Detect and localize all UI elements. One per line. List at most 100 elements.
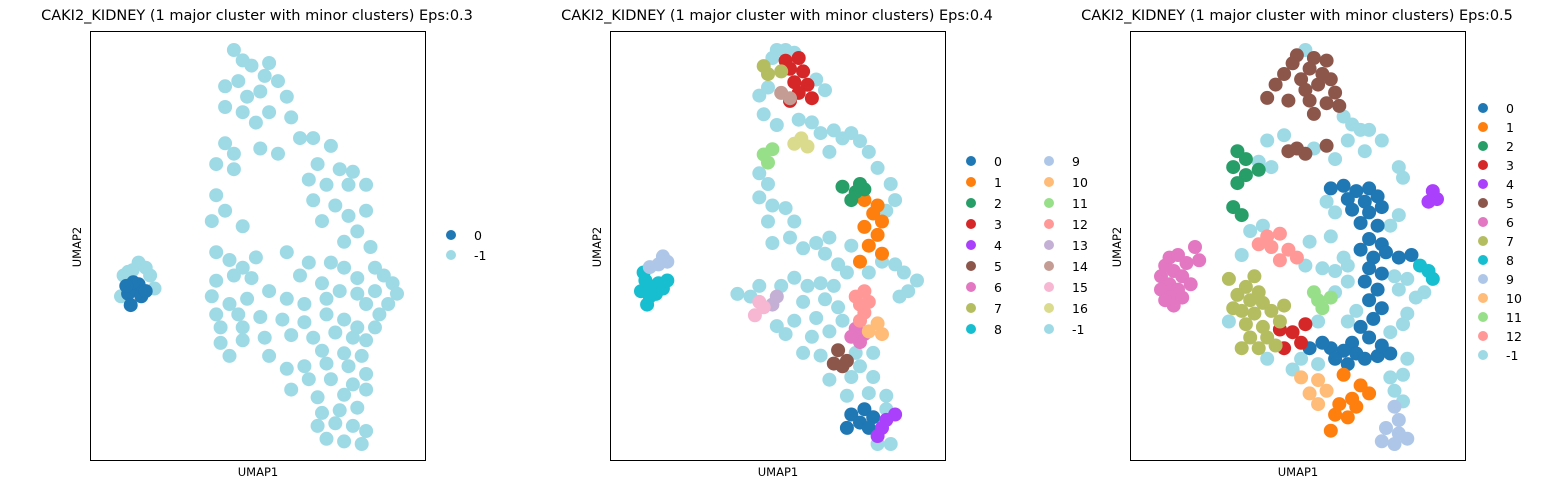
point-cluster-5: [1311, 77, 1326, 92]
point-cluster-noise: [839, 265, 854, 280]
point-cluster-noise: [896, 265, 911, 280]
point-cluster-noise: [892, 289, 907, 304]
point-cluster-10: [1319, 383, 1334, 398]
point-cluster-5: [1328, 85, 1343, 100]
point-cluster-15: [752, 294, 767, 309]
point-cluster-noise: [791, 112, 806, 127]
legend-label: -1: [474, 247, 487, 263]
point-cluster-0: [1374, 338, 1389, 353]
point-cluster-noise: [337, 234, 352, 249]
chart-title: CAKI2_KIDNEY (1 major cluster with minor…: [41, 8, 473, 24]
legend-marker: [1478, 103, 1488, 113]
point-cluster-6: [844, 329, 859, 344]
point-cluster-5: [1332, 98, 1347, 113]
legend-marker: [1478, 160, 1488, 170]
point-cluster-noise: [809, 311, 824, 325]
point-cluster-noise: [310, 157, 325, 172]
point-cluster-7: [1247, 269, 1262, 284]
legend-marker: [966, 303, 976, 313]
point-cluster-9: [1379, 421, 1393, 435]
point-cluster-7: [1272, 314, 1287, 329]
point-cluster-9: [1400, 431, 1415, 446]
legend-label: 4: [994, 237, 1002, 253]
point-cluster-noise: [1319, 194, 1334, 209]
point-cluster-noise: [319, 291, 334, 306]
point-cluster-7: [774, 64, 789, 79]
point-cluster-noise: [765, 236, 780, 250]
point-cluster-noise: [337, 312, 352, 327]
point-cluster-noise: [1400, 271, 1415, 286]
point-cluster-1: [1362, 386, 1377, 401]
point-cluster-noise: [796, 241, 811, 256]
point-cluster-5: [1319, 138, 1334, 153]
legend-marker: [1478, 236, 1488, 246]
point-cluster-noise: [1349, 303, 1364, 318]
point-cluster-noise: [257, 68, 272, 83]
point-cluster-5: [1294, 72, 1309, 87]
plot-area: [610, 31, 946, 461]
point-cluster-2: [844, 193, 859, 208]
point-cluster-5: [1319, 53, 1334, 68]
point-cluster-6: [1183, 277, 1198, 292]
scatter-plot: [1154, 43, 1444, 451]
point-cluster-noise: [1328, 152, 1343, 167]
legend-label: 13: [1072, 237, 1088, 253]
point-cluster-noise: [359, 177, 374, 192]
legend-label: 1: [994, 174, 1002, 190]
point-cluster-noise: [297, 297, 312, 311]
legend-marker: [1044, 219, 1054, 229]
point-cluster-noise: [1302, 234, 1317, 249]
point-cluster-7: [1247, 306, 1262, 321]
legend-item: 15: [1044, 278, 1088, 296]
point-cluster-noise: [240, 291, 255, 306]
legend-marker: [446, 230, 456, 240]
point-cluster-0: [1328, 351, 1343, 366]
point-cluster-noise: [293, 268, 307, 283]
point-cluster-0: [1391, 250, 1406, 265]
legend-item: 3: [1478, 156, 1514, 174]
point-cluster-noise: [1264, 160, 1279, 175]
point-cluster-noise: [787, 270, 802, 285]
point-cluster-noise: [143, 268, 158, 283]
point-cluster-noise: [297, 359, 312, 374]
legend-item: 0: [966, 152, 1002, 170]
legend-marker: [1478, 122, 1488, 132]
point-cluster-0: [1353, 242, 1368, 257]
point-cluster-0: [1336, 178, 1351, 193]
point-cluster-noise: [1323, 229, 1338, 244]
y-axis-label: UMAP2: [590, 226, 604, 268]
point-cluster-noise: [368, 320, 382, 335]
point-cluster-0: [1357, 351, 1372, 366]
x-axis-label: UMAP1: [237, 465, 279, 479]
point-cluster-1: [1340, 410, 1355, 425]
legend-marker: [1044, 324, 1054, 334]
point-cluster-noise: [226, 268, 241, 283]
legend-marker: [1478, 179, 1488, 189]
legend-marker: [1044, 198, 1054, 208]
point-cluster-noise: [363, 240, 378, 254]
legend-item: 9: [1044, 152, 1080, 170]
point-cluster-0: [1374, 301, 1389, 316]
point-cluster-noise: [800, 278, 815, 293]
point-cluster-noise: [257, 330, 272, 345]
point-cluster-0: [861, 420, 876, 435]
legend-item: 1: [1478, 118, 1514, 136]
point-cluster-0: [1370, 218, 1385, 233]
legend-marker: [1478, 198, 1488, 208]
legend-label: 7: [994, 300, 1002, 316]
point-cluster-noise: [332, 162, 347, 177]
point-cluster-noise: [1340, 133, 1355, 148]
legend-marker: [966, 240, 976, 250]
point-cluster-4: [888, 407, 903, 422]
legend-marker: [966, 261, 976, 271]
point-cluster-noise: [222, 253, 237, 267]
point-cluster-noise: [218, 100, 233, 114]
scatter-plot: [114, 43, 404, 451]
point-cluster-noise: [730, 286, 745, 301]
point-cluster-noise: [390, 286, 404, 301]
point-cluster-noise: [910, 273, 924, 288]
legend-label: 2: [994, 195, 1002, 211]
point-cluster-noise: [822, 230, 837, 245]
point-cluster-noise: [323, 255, 338, 270]
point-cluster-3: [800, 77, 815, 92]
